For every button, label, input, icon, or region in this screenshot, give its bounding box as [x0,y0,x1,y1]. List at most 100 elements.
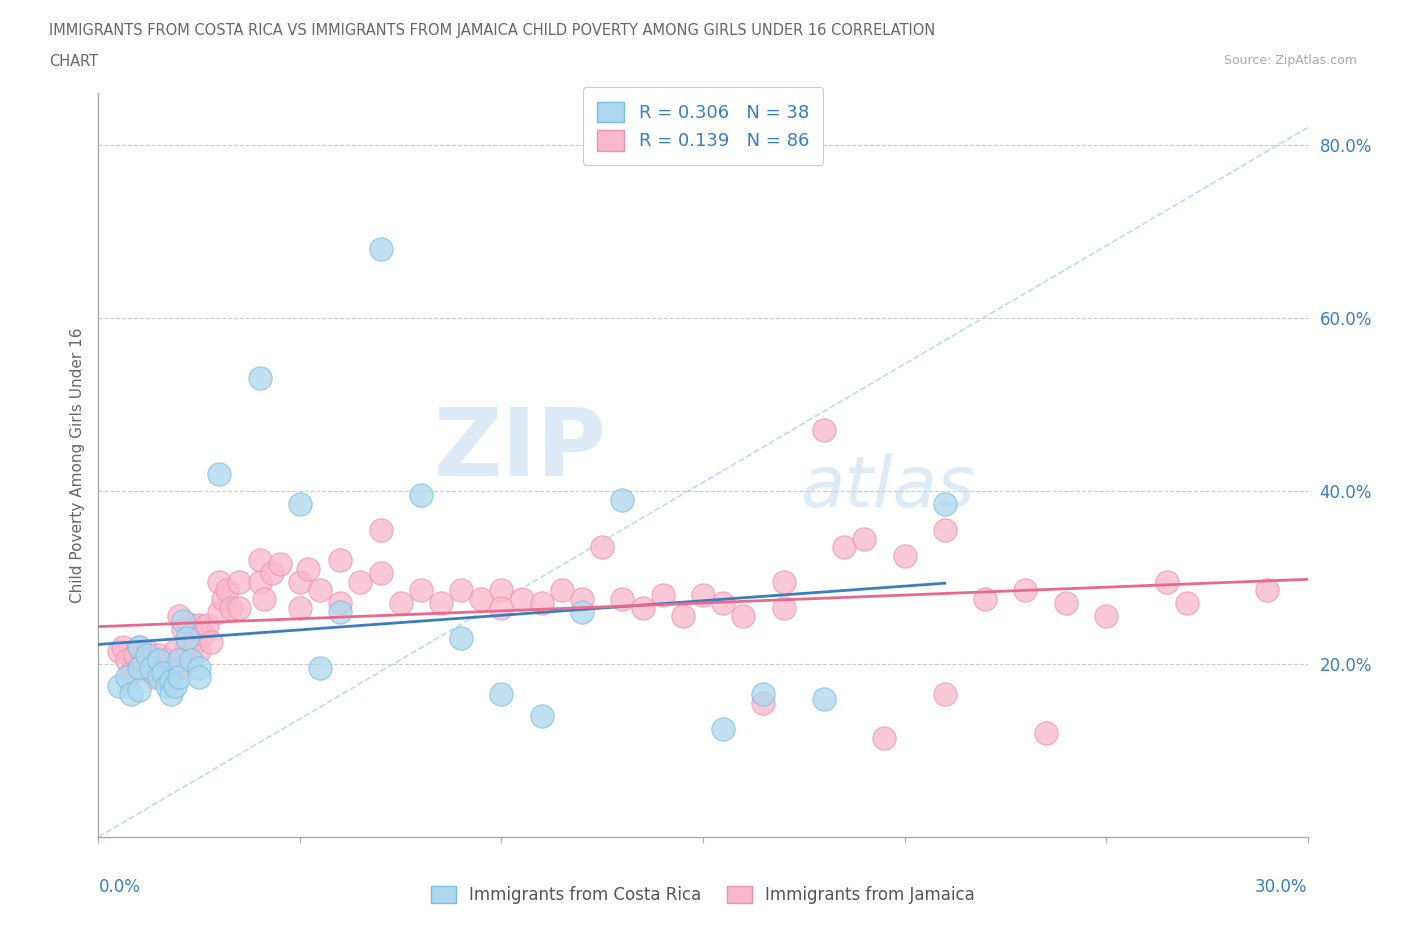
Point [167,609,190,624]
Point [530,596,553,611]
Point [733,609,755,624]
Point [128,683,150,698]
Point [176,631,198,645]
Point [160,687,183,702]
Point [813,691,835,706]
Point [160,665,183,680]
Text: Source: ZipAtlas.com: Source: ZipAtlas.com [1223,54,1357,67]
Point [491,687,513,702]
Point [1175,596,1198,611]
Point [571,591,593,606]
Text: 30.0%: 30.0% [1256,878,1308,896]
Text: atlas: atlas [800,453,974,522]
Point [269,557,291,572]
Point [853,531,876,546]
Point [370,241,392,256]
Point [156,652,179,667]
Point [160,674,183,689]
Point [934,687,956,702]
Point [260,565,283,580]
Point [195,618,218,632]
Point [591,539,613,554]
Point [221,600,243,615]
Point [530,709,553,724]
Point [132,652,155,667]
Point [148,652,170,667]
Point [893,549,915,564]
Point [115,652,138,667]
Point [167,661,190,676]
Legend: R = 0.306   N = 38, R = 0.139   N = 86: R = 0.306 N = 38, R = 0.139 N = 86 [582,87,824,165]
Point [167,670,190,684]
Point [672,609,695,624]
Point [111,639,134,654]
Point [193,626,215,641]
Point [212,591,235,606]
Point [1014,583,1036,598]
Point [612,591,634,606]
Point [217,583,239,598]
Point [172,622,194,637]
Point [249,575,271,590]
Point [208,466,231,481]
Point [309,583,332,598]
Point [148,648,170,663]
Y-axis label: Child Poverty Among Girls Under 16: Child Poverty Among Girls Under 16 [69,327,84,603]
Point [752,687,775,702]
Text: IMMIGRANTS FROM COSTA RICA VS IMMIGRANTS FROM JAMAICA CHILD POVERTY AMONG GIRLS : IMMIGRANTS FROM COSTA RICA VS IMMIGRANTS… [49,23,935,38]
Point [491,583,513,598]
Point [200,635,222,650]
Point [551,583,574,598]
Point [180,652,202,667]
Point [188,661,211,676]
Point [297,562,319,577]
Point [651,588,673,603]
Point [1054,596,1077,611]
Point [128,661,150,676]
Point [120,665,142,680]
Point [288,497,311,512]
Point [450,583,472,598]
Point [370,523,392,538]
Point [430,596,453,611]
Point [188,618,211,632]
Point [288,600,311,615]
Point [329,552,352,567]
Point [974,591,997,606]
Point [139,661,162,676]
Point [288,575,311,590]
Point [128,639,150,654]
Point [752,696,775,711]
Point [124,648,146,663]
Text: 0.0%: 0.0% [98,878,141,896]
Point [128,661,150,676]
Point [135,644,157,658]
Point [107,644,129,658]
Point [163,644,186,658]
Point [208,604,231,619]
Point [631,600,654,615]
Point [135,648,157,663]
Point [571,604,593,619]
Point [172,613,194,628]
Point [772,575,794,590]
Point [491,600,513,615]
Point [711,722,734,737]
Point [249,552,271,567]
Point [139,661,162,676]
Point [873,730,896,745]
Point [148,661,170,676]
Point [349,575,371,590]
Point [180,618,202,632]
Point [156,678,179,693]
Point [934,523,956,538]
Point [249,371,271,386]
Point [167,652,190,667]
Point [148,670,170,684]
Point [772,600,794,615]
Point [120,687,142,702]
Point [1156,575,1178,590]
Point [309,661,332,676]
Point [143,670,166,684]
Point [832,539,855,554]
